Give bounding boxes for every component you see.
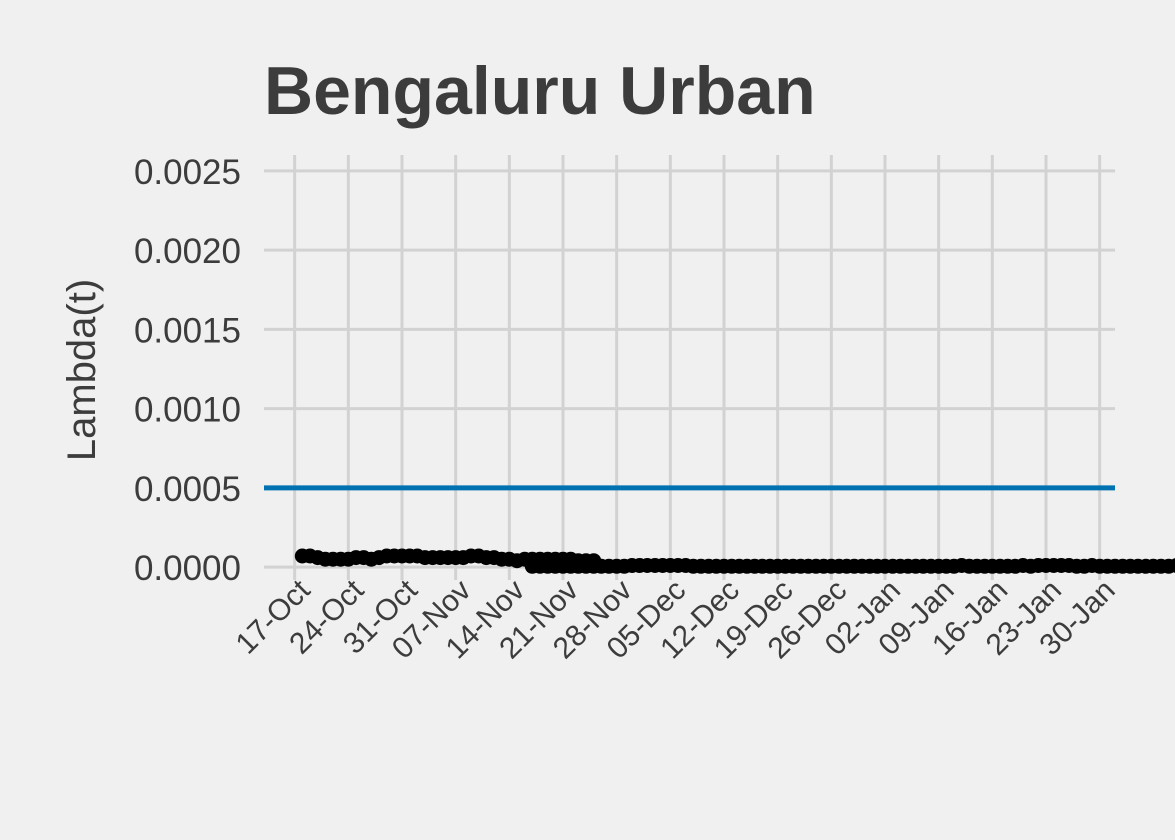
series-layer xyxy=(294,548,1175,574)
y-axis-ticks: 0.0000 0.0005 0.0010 0.0015 0.0020 0.0025 xyxy=(134,153,241,588)
y-tick-label: 0.0020 xyxy=(134,232,241,271)
y-axis-label: Lambda(t) xyxy=(60,279,104,461)
grid xyxy=(264,155,1115,580)
y-tick-label: 0.0000 xyxy=(134,549,241,588)
y-tick-label: 0.0015 xyxy=(134,311,241,350)
chart-title: Bengaluru Urban xyxy=(264,53,816,129)
y-tick-label: 0.0005 xyxy=(134,470,241,509)
y-tick-label: 0.0010 xyxy=(134,391,241,430)
data-point xyxy=(1168,558,1175,573)
y-tick-label: 0.0025 xyxy=(134,153,241,192)
